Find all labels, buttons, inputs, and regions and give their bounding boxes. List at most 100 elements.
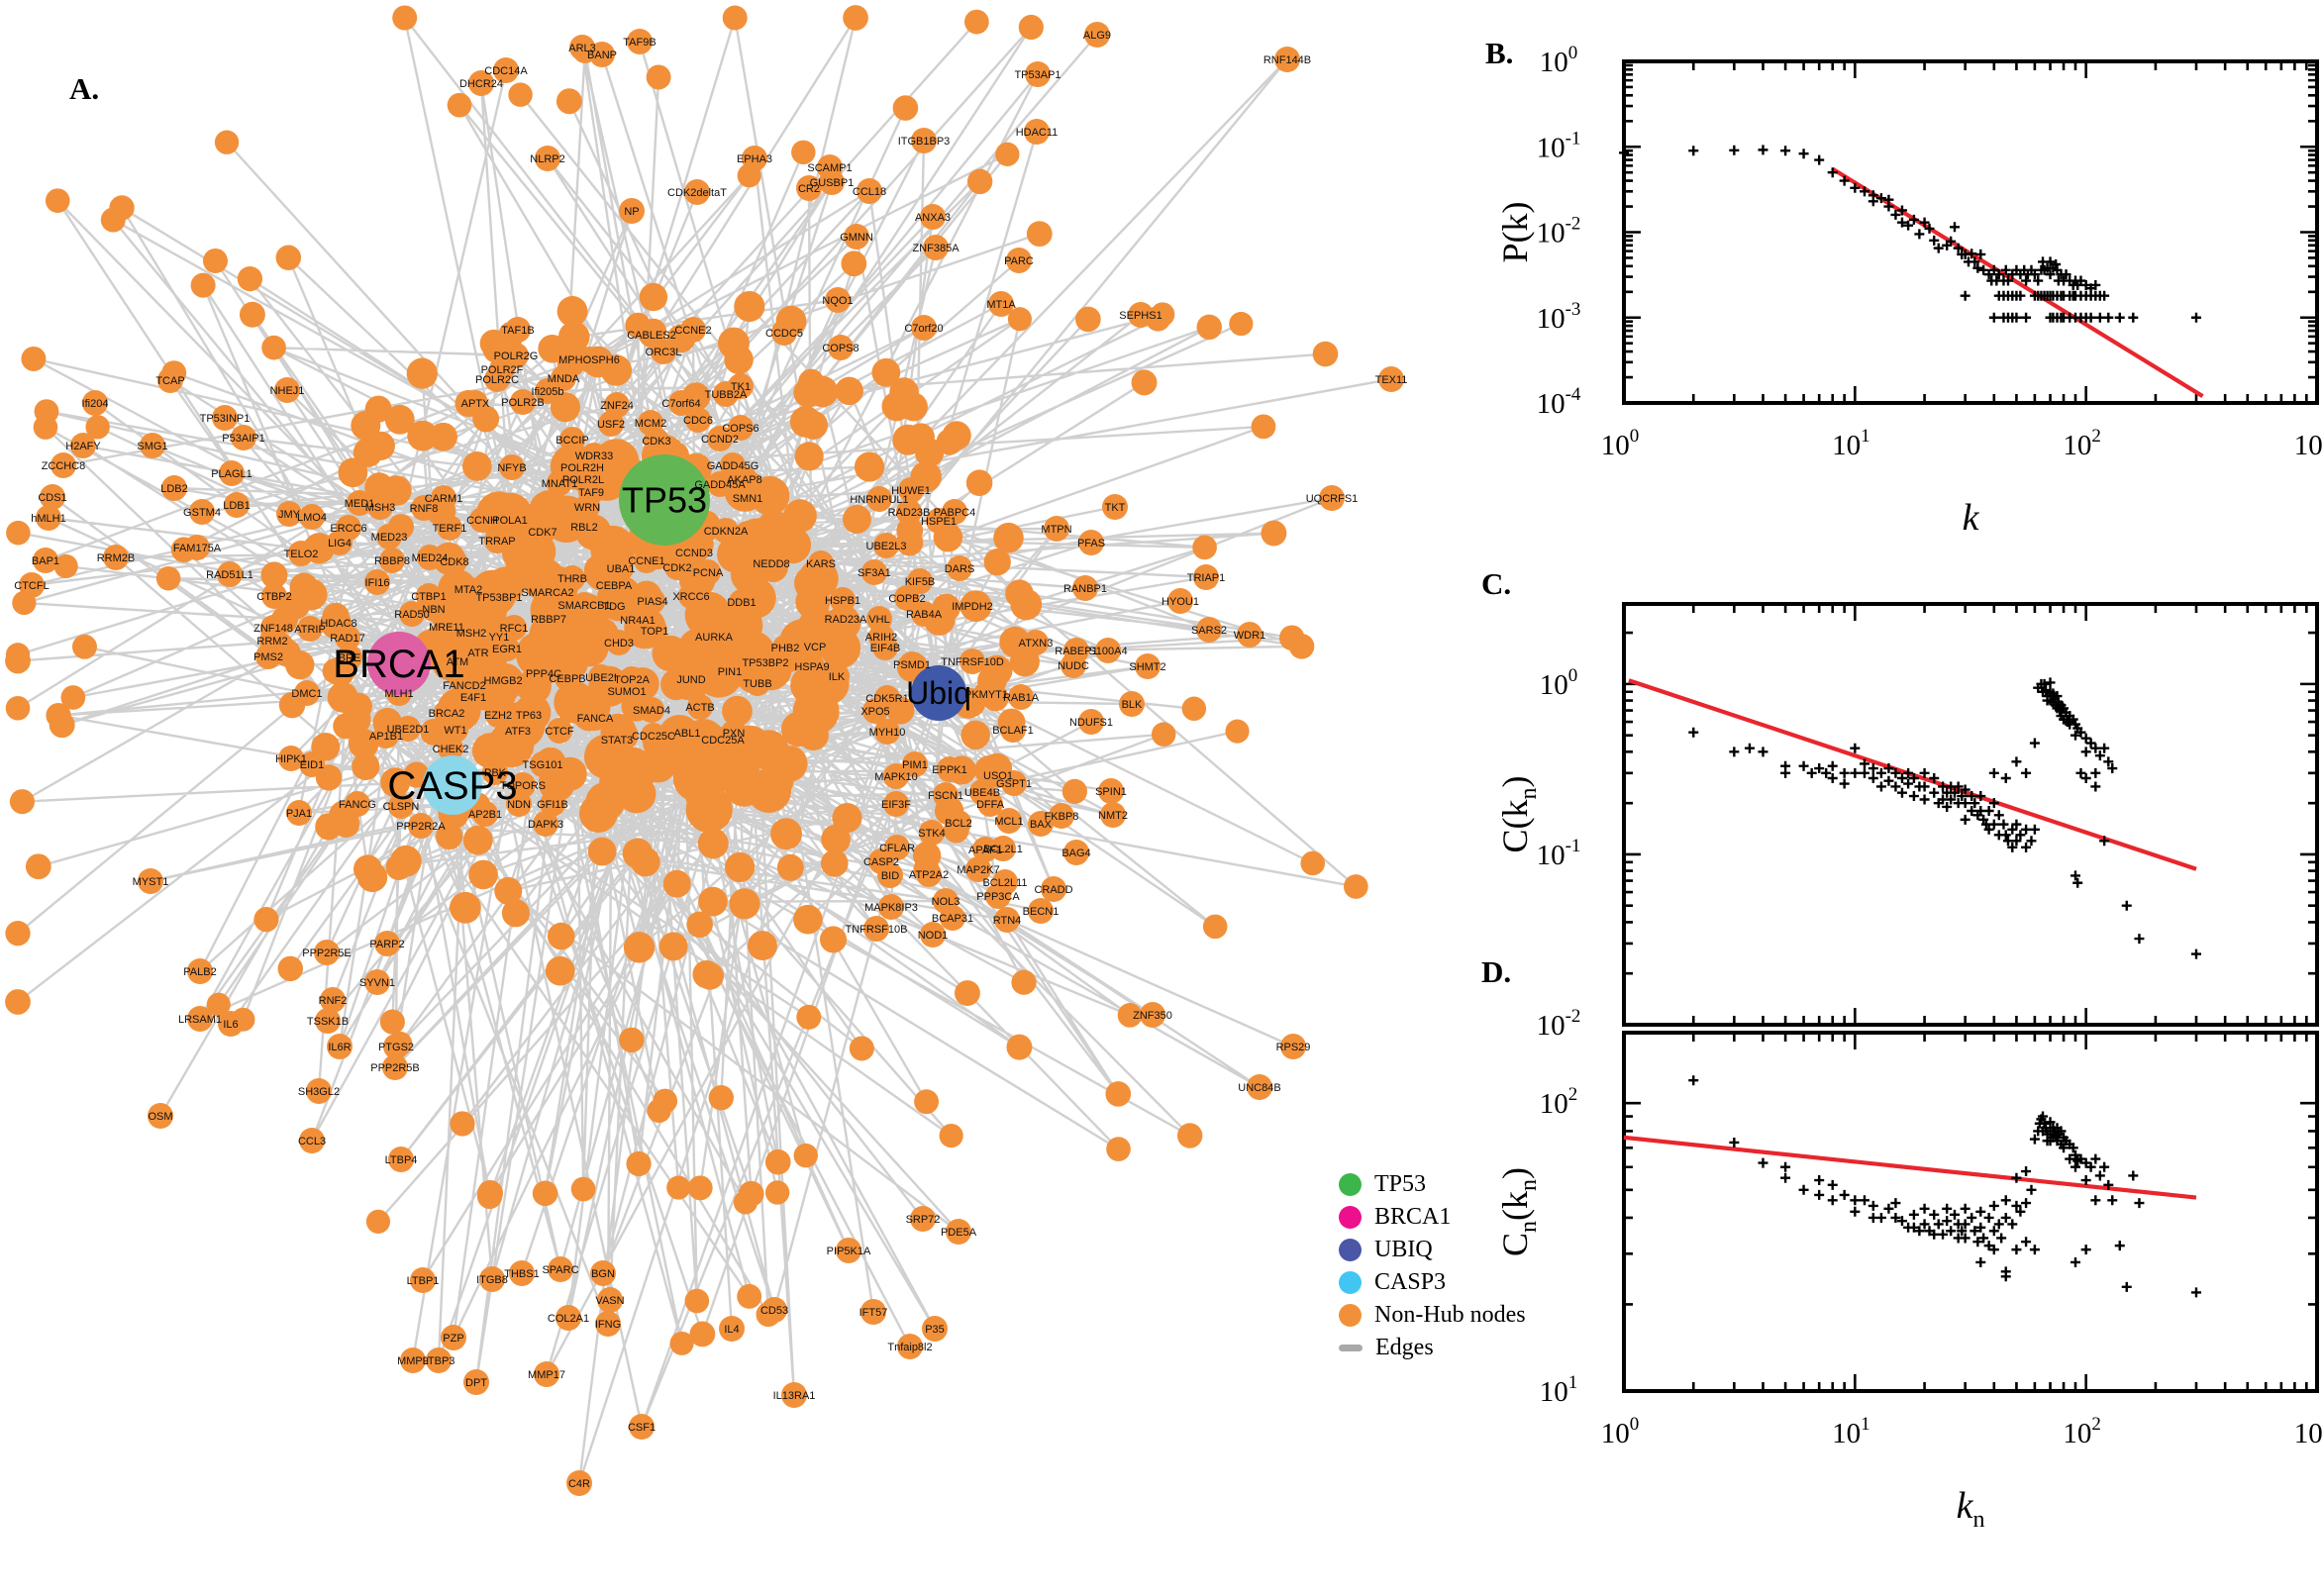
- network-node: [849, 1036, 874, 1061]
- network-node: [896, 499, 922, 525]
- network-node: [687, 694, 713, 720]
- network-node-label: TDG: [602, 601, 625, 613]
- network-node-label: CDC14A: [484, 65, 528, 77]
- network-node-label: ZCCHC8: [42, 460, 86, 472]
- network-node: [1105, 1081, 1132, 1107]
- network-node-label: PJA1: [286, 808, 312, 820]
- network-node: [33, 548, 58, 573]
- axis-tick-label: 100: [1601, 426, 1640, 461]
- hub-node-brca1: [367, 632, 431, 695]
- network-node: [60, 685, 86, 710]
- network-node-label: FANCD2: [443, 680, 485, 692]
- network-node: [1196, 314, 1222, 341]
- axis-tick-label: 102: [1540, 1084, 1578, 1120]
- network-node: [1131, 369, 1158, 396]
- network-node: [485, 702, 511, 728]
- network-node-label: CDC25A: [701, 735, 745, 747]
- network-node: [1024, 119, 1050, 145]
- chart-panel-b: 100 101 102 103 100 10-1 10-2 10-3 10-4 k P(k): [1495, 43, 2323, 539]
- network-node-label: GFI1B: [537, 799, 568, 811]
- network-node: [988, 291, 1014, 317]
- network-node-label: EID1: [300, 759, 324, 771]
- network-node: [299, 751, 325, 777]
- network-node-label: RAD17: [330, 633, 364, 645]
- network-node: [871, 357, 901, 387]
- network-node: [619, 198, 645, 224]
- network-node-label: TAF9: [578, 487, 604, 499]
- network-node: [315, 813, 343, 841]
- y-axis-label: C(kn): [1495, 776, 1542, 853]
- network-node-label: CR2: [798, 183, 820, 195]
- network-node-label: BCL2: [945, 818, 972, 830]
- network-node: [471, 733, 508, 768]
- network-node: [479, 1266, 505, 1292]
- network-node: [761, 1297, 787, 1323]
- network-node: [449, 891, 481, 924]
- network-node: [578, 794, 618, 833]
- network-node: [501, 899, 531, 928]
- network-node: [1280, 1034, 1306, 1059]
- network-node-label: XRCC6: [672, 591, 709, 603]
- network-node-label: NUDC: [1058, 660, 1089, 672]
- network-node: [469, 507, 495, 533]
- network-node-label: CCNH: [466, 515, 498, 527]
- network-node: [799, 653, 825, 679]
- network-node: [1000, 717, 1026, 743]
- network-node-label: IL6: [223, 1019, 238, 1031]
- network-node: [438, 736, 463, 761]
- network-node-label: IL6R: [328, 1042, 351, 1053]
- network-node-label: CARM1: [425, 493, 463, 505]
- network-node-label: MCL1: [994, 816, 1023, 828]
- network-node-label: MAPK8IP3: [864, 902, 918, 914]
- network-node-label: FANCA: [577, 713, 614, 725]
- network-node-label: GUSBP1: [810, 177, 855, 189]
- panel-label-a: A.: [69, 71, 100, 106]
- network-node: [595, 1311, 621, 1337]
- network-node: [347, 490, 372, 516]
- axis-tick-label: 101: [1832, 1414, 1870, 1449]
- network-node: [836, 1238, 861, 1263]
- network-node: [376, 524, 402, 549]
- network-node: [1001, 770, 1027, 796]
- network-node: [771, 320, 797, 346]
- network-node: [668, 390, 694, 416]
- panel-label-d: D.: [1481, 954, 1512, 989]
- x-axis-label: kn: [1957, 1485, 1985, 1533]
- network-node-label: DARS: [945, 563, 975, 575]
- network-node: [33, 415, 58, 440]
- network-node: [559, 565, 585, 591]
- network-node: [261, 583, 287, 609]
- network-node: [1319, 485, 1345, 511]
- network-node: [294, 680, 320, 706]
- network-node: [327, 530, 353, 555]
- network-node: [383, 1034, 409, 1059]
- network-node: [854, 451, 885, 482]
- network-node-label: HSPE1: [921, 516, 957, 528]
- network-node: [737, 1283, 762, 1309]
- hub-node-ubiq: [911, 665, 966, 721]
- network-node: [338, 457, 368, 488]
- network-node: [535, 378, 560, 404]
- network-node: [933, 782, 959, 808]
- network-node-label: TELO2: [284, 549, 319, 560]
- network-node-label: CDK8: [440, 556, 468, 568]
- network-node-label: RAD23A: [825, 614, 867, 626]
- network-node: [1005, 579, 1034, 608]
- network-node: [1225, 719, 1250, 744]
- network-node-label: PIM1: [902, 759, 928, 771]
- network-node: [392, 5, 418, 31]
- network-node: [889, 377, 919, 407]
- network-node-label: SF3A1: [858, 567, 891, 579]
- network-node: [364, 969, 390, 995]
- panel-label-c: C.: [1481, 566, 1512, 601]
- network-node: [505, 718, 531, 744]
- network-node-label: CABLES2: [627, 330, 676, 342]
- network-node-label: HDAC8: [320, 618, 356, 630]
- network-node: [606, 630, 632, 655]
- network-node-label: PPP3CA: [976, 891, 1020, 903]
- network-node: [1041, 876, 1066, 902]
- network-node: [345, 791, 370, 817]
- network-node: [21, 346, 47, 371]
- network-node-label: TP53AP1: [1014, 69, 1060, 81]
- network-node-label: NLRP2: [530, 153, 564, 165]
